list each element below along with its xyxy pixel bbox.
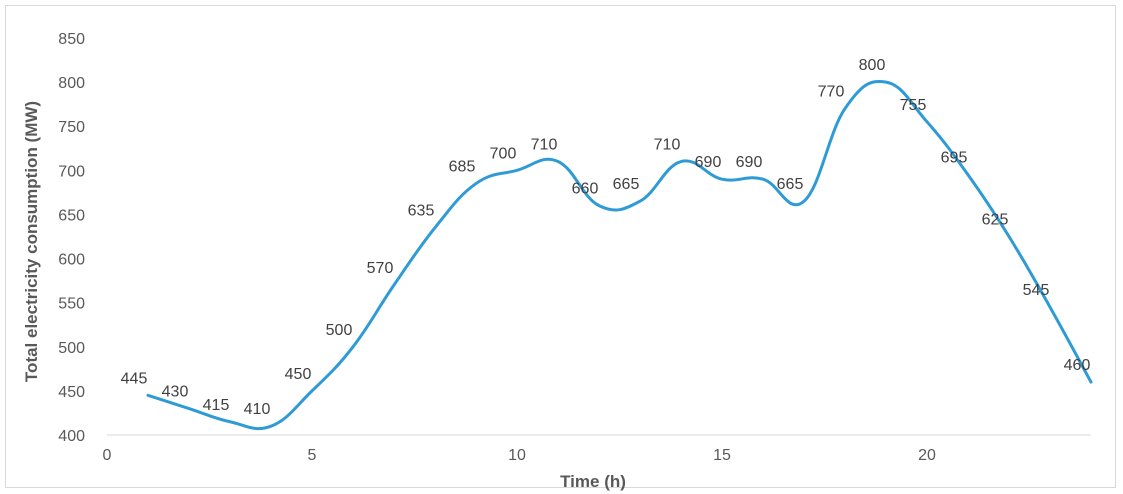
y-axis-title: Total electricity consumption (MW) — [22, 101, 41, 382]
data-label: 770 — [818, 84, 845, 101]
x-tick-label: 5 — [308, 447, 317, 464]
data-label: 635 — [408, 203, 435, 220]
data-label: 445 — [121, 370, 148, 387]
data-label: 800 — [859, 57, 886, 74]
data-label: 695 — [941, 150, 968, 167]
data-label: 665 — [777, 176, 804, 193]
data-label: 710 — [531, 137, 558, 154]
x-tick-label: 20 — [918, 447, 936, 464]
y-tick-label: 600 — [58, 252, 85, 269]
data-label: 460 — [1064, 357, 1091, 374]
data-label: 755 — [900, 97, 927, 114]
data-label: 685 — [449, 159, 476, 176]
x-tick-label: 0 — [103, 447, 112, 464]
data-label: 625 — [982, 212, 1009, 229]
y-tick-label: 500 — [58, 340, 85, 357]
x-tick-labels: 0 5 10 15 20 — [103, 447, 936, 464]
data-label: 500 — [326, 322, 353, 339]
data-label: 430 — [162, 384, 189, 401]
series-group — [146, 80, 1093, 431]
y-tick-label: 450 — [58, 384, 85, 401]
data-label: 690 — [736, 154, 763, 171]
data-label: 690 — [695, 154, 722, 171]
y-tick-label: 800 — [58, 75, 85, 92]
y-tick-label: 400 — [58, 428, 85, 445]
data-label: 710 — [654, 137, 681, 154]
y-tick-label: 750 — [58, 119, 85, 136]
x-tick-label: 10 — [508, 447, 526, 464]
series-line — [146, 80, 1093, 431]
y-tick-label: 550 — [58, 296, 85, 313]
data-labels: 445 430 415 410 450 500 570 635 685 700 710 660 665 7… — [121, 57, 1091, 418]
data-label: 410 — [244, 401, 271, 418]
data-label: 570 — [367, 260, 394, 277]
data-label: 415 — [203, 397, 230, 414]
data-label: 700 — [490, 145, 517, 162]
y-tick-label: 650 — [58, 207, 85, 224]
x-tick-label: 15 — [713, 447, 731, 464]
y-tick-label: 700 — [58, 163, 85, 180]
x-axis-title: Time (h) — [560, 472, 626, 491]
data-label: 545 — [1023, 282, 1050, 299]
y-tick-labels: 400 450 500 550 600 650 700 750 800 850 — [58, 31, 85, 445]
data-label: 660 — [572, 181, 599, 198]
y-tick-label: 850 — [58, 31, 85, 48]
data-label: 665 — [613, 176, 640, 193]
data-label: 450 — [285, 366, 312, 383]
